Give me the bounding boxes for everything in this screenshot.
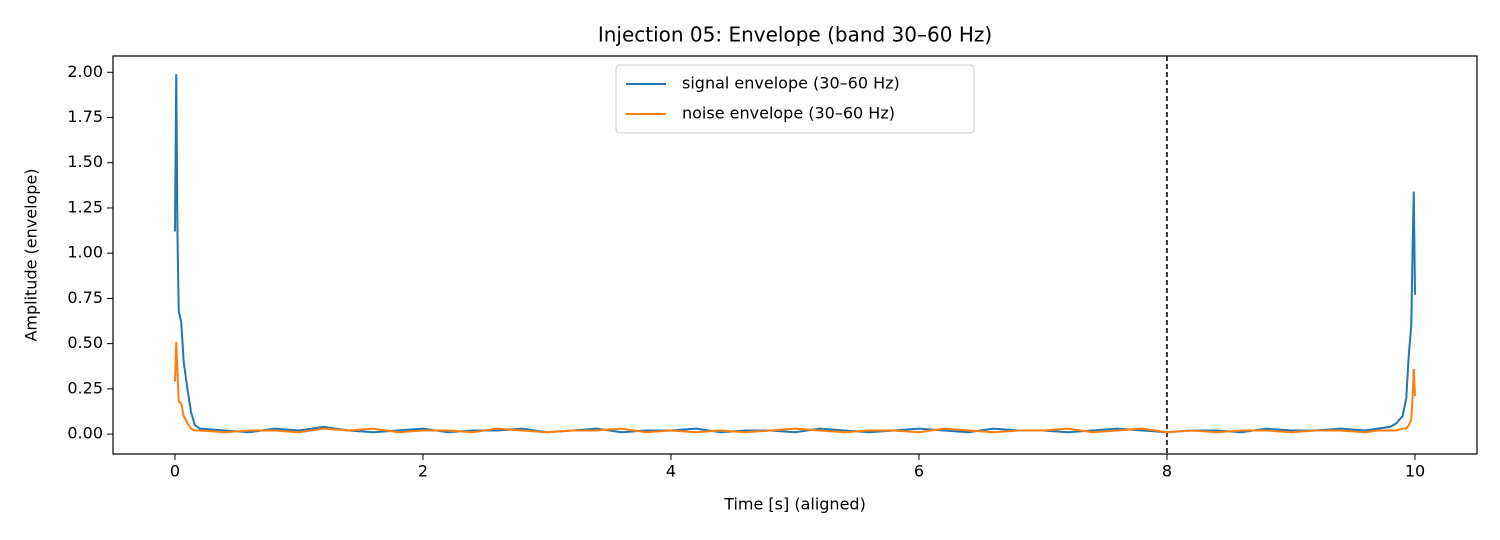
legend-label: signal envelope (30–60 Hz) — [682, 74, 900, 93]
chart-title: Injection 05: Envelope (band 30–60 Hz) — [598, 23, 992, 47]
x-tick-label: 10 — [1405, 462, 1425, 481]
y-tick-label: 1.50 — [67, 152, 103, 171]
series-line — [174, 341, 1416, 434]
y-tick-label: 0.50 — [67, 333, 103, 352]
y-tick-label: 0.00 — [67, 424, 103, 443]
plot-frame — [112, 55, 1478, 455]
y-tick-label: 0.75 — [67, 288, 103, 307]
series-line — [174, 74, 1416, 434]
x-tick-label: 8 — [1162, 462, 1172, 481]
legend-box — [615, 64, 975, 134]
x-tick-label: 0 — [170, 462, 180, 481]
legend-label: noise envelope (30–60 Hz) — [682, 104, 895, 123]
x-tick-label: 4 — [666, 462, 676, 481]
x-axis-label: Time [s] (aligned) — [723, 495, 866, 514]
y-tick-label: 0.25 — [67, 378, 103, 397]
y-tick-label: 1.00 — [67, 243, 103, 262]
y-axis-label: Amplitude (envelope) — [22, 168, 41, 341]
x-tick-label: 2 — [418, 462, 428, 481]
x-tick-label: 6 — [914, 462, 924, 481]
y-tick-label: 2.00 — [67, 62, 103, 81]
y-tick-label: 1.75 — [67, 107, 103, 126]
y-tick-label: 1.25 — [67, 197, 103, 216]
